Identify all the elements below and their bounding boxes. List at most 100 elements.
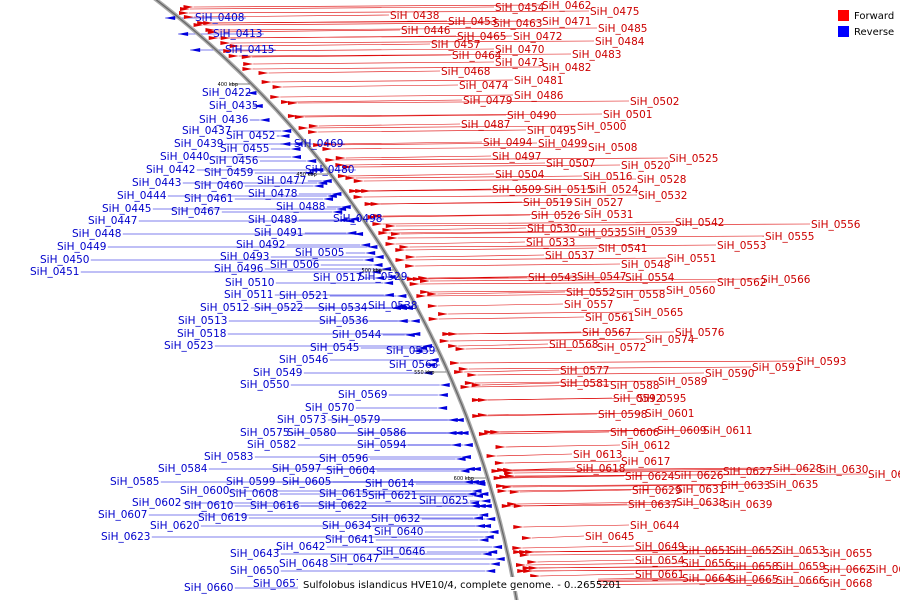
forward-leader-line — [448, 311, 634, 315]
forward-gene-arrow — [203, 21, 214, 25]
tick-label: 450 kbp — [296, 172, 316, 178]
reverse-gene-arrow — [478, 492, 489, 496]
forward-gene-label: SiH_0486 — [514, 90, 564, 102]
forward-gene-arrow — [439, 339, 450, 343]
forward-gene-label: SiH_0446 — [401, 25, 451, 37]
forward-gene-arrow — [367, 215, 378, 219]
forward-gene-arrow — [427, 292, 438, 296]
forward-gene-arrow — [272, 85, 283, 89]
forward-gene-label: SiH_0547 — [577, 271, 626, 283]
reverse-gene-arrow — [485, 517, 496, 521]
forward-leader-line — [382, 221, 675, 225]
forward-gene-arrow — [322, 147, 333, 151]
forward-gene-label: SiH_0606 — [610, 427, 660, 439]
reverse-gene-arrow — [313, 168, 324, 172]
reverse-gene-arrow — [349, 217, 360, 221]
forward-gene-arrow — [515, 563, 526, 567]
reverse-gene-label: SiH_0643 — [230, 548, 279, 560]
forward-gene-arrow — [220, 41, 231, 45]
forward-leader-line — [363, 194, 638, 198]
reverse-gene-arrow — [290, 155, 301, 159]
forward-leader-line — [487, 397, 613, 401]
reverse-gene-label: SiH_0615 — [319, 488, 368, 500]
forward-leader-line — [429, 278, 761, 282]
reverse-gene-arrow — [306, 159, 317, 163]
forward-gene-arrow — [471, 383, 482, 387]
forward-gene-label: SiH_0530 — [527, 223, 576, 235]
reverse-gene-arrow — [475, 482, 486, 486]
reverse-gene-arrow — [478, 538, 489, 542]
forward-gene-arrow — [220, 36, 231, 40]
forward-gene-label: SiH_0558 — [616, 289, 665, 301]
forward-leader-line — [460, 360, 797, 364]
reverse-gene-label: SiH_0478 — [248, 188, 297, 200]
legend-forward-swatch — [838, 10, 849, 21]
reverse-gene-label: SiH_0640 — [374, 526, 423, 538]
forward-gene-arrow — [491, 469, 502, 473]
forward-leader-line — [464, 369, 560, 373]
forward-gene-label: SiH_0638 — [676, 497, 725, 509]
forward-gene-label: SiH_0532 — [638, 190, 687, 202]
tick-label: 600 kbp — [454, 476, 474, 482]
forward-gene-arrow — [419, 279, 430, 283]
reverse-gene-label: SiH_0583 — [204, 451, 253, 463]
reverse-gene-label: SiH_0597 — [272, 463, 321, 475]
reverse-gene-label: SiH_0610 — [184, 500, 233, 512]
legend-reverse-label: Reverse — [854, 27, 894, 38]
forward-gene-label: SiH_0539 — [628, 226, 677, 238]
forward-gene-arrow — [287, 114, 298, 118]
forward-gene-arrow — [178, 11, 189, 15]
reverse-gene-label: SiH_0506 — [270, 259, 320, 271]
reverse-gene-arrow — [396, 294, 407, 298]
forward-gene-label: SiH_0658 — [729, 561, 778, 573]
forward-gene-label: SiH_0665 — [729, 574, 778, 586]
reverse-gene-label: SiH_0602 — [132, 497, 181, 509]
reverse-gene-arrow — [290, 147, 301, 151]
reverse-gene-label: SiH_0467 — [171, 206, 220, 218]
reverse-gene-label: SiH_0523 — [164, 340, 213, 352]
forward-gene-label: SiH_0618 — [576, 463, 625, 475]
reverse-gene-arrow — [455, 457, 466, 461]
forward-gene-arrow — [399, 245, 410, 249]
forward-gene-arrow — [208, 36, 219, 40]
forward-gene-arrow — [385, 242, 396, 246]
forward-gene-arrow — [464, 381, 475, 385]
forward-gene-label: SiH_0612 — [621, 440, 670, 452]
forward-gene-arrow — [521, 536, 532, 540]
reverse-gene-label: SiH_0442 — [146, 164, 195, 176]
reverse-gene-arrow — [437, 393, 448, 397]
reverse-gene-label: SiH_0450 — [40, 254, 89, 266]
forward-gene-label: SiH_0568 — [549, 339, 598, 351]
forward-gene-arrow — [258, 71, 269, 75]
forward-gene-label: SiH_0497 — [492, 151, 541, 163]
forward-gene-arrow — [496, 484, 507, 488]
reverse-gene-label: SiH_0522 — [254, 302, 303, 314]
reverse-gene-label: SiH_0594 — [357, 439, 407, 451]
reverse-gene-label: SiH_0546 — [279, 354, 329, 366]
reverse-gene-label: SiH_0517 — [313, 272, 362, 284]
forward-gene-arrow — [223, 49, 234, 53]
forward-gene-label: SiH_0470 — [495, 44, 544, 56]
forward-gene-arrow — [412, 277, 423, 281]
forward-gene-arrow — [228, 54, 239, 58]
forward-gene-label: SiH_0631 — [676, 484, 725, 496]
reverse-gene-arrow — [404, 333, 415, 337]
reverse-gene-arrow — [390, 306, 401, 310]
forward-gene-label: SiH_0613 — [573, 449, 622, 461]
forward-leader-line — [511, 503, 628, 507]
reverse-gene-arrow — [481, 504, 492, 508]
forward-gene-label: SiH_0457 — [431, 39, 480, 51]
forward-gene-arrow — [501, 504, 512, 508]
forward-leader-line — [470, 384, 610, 388]
reverse-gene-label: SiH_0413 — [213, 28, 262, 40]
forward-gene-arrow — [420, 290, 431, 294]
forward-gene-arrow — [448, 344, 459, 348]
forward-leader-line — [474, 380, 658, 384]
forward-gene-label: SiH_0501 — [603, 109, 652, 121]
forward-leader-line — [501, 468, 819, 472]
reverse-gene-arrow — [190, 48, 201, 52]
forward-leader-line — [514, 470, 723, 474]
forward-gene-label: SiH_0633 — [721, 480, 770, 492]
reverse-gene-label: SiH_0440 — [160, 151, 209, 163]
reverse-gene-arrow — [447, 418, 458, 422]
